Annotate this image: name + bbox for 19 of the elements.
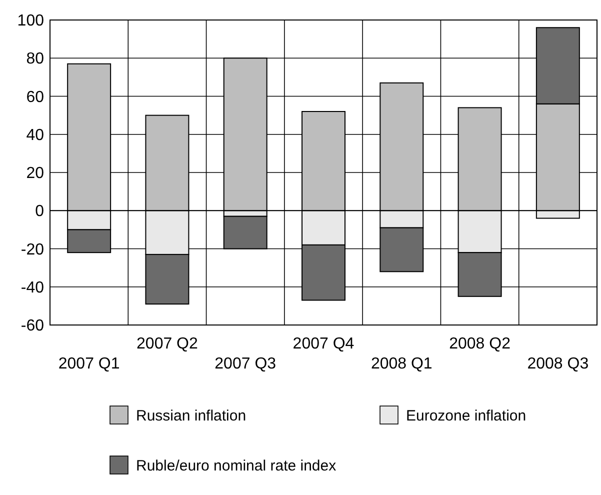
x-tick-label: 2007 Q4 xyxy=(292,336,354,353)
x-tick-label: 2007 Q1 xyxy=(58,356,120,373)
y-tick-label: 20 xyxy=(26,165,44,182)
x-tick-label: 2007 Q3 xyxy=(214,356,276,373)
y-tick-label: -20 xyxy=(20,241,44,258)
x-tick-label: 2008 Q3 xyxy=(527,356,589,373)
y-tick-label: -60 xyxy=(20,318,44,335)
y-tick-label: 60 xyxy=(26,88,44,106)
x-tick-label: 2008 Q2 xyxy=(449,336,511,353)
y-tick-label: -40 xyxy=(20,279,44,296)
legend-label: Russian inflation xyxy=(136,407,246,424)
y-tick-label: 80 xyxy=(26,50,44,68)
y-tick-label: 40 xyxy=(26,126,44,144)
y-tick-label: 0 xyxy=(35,203,44,220)
legend-label: Eurozone inflation xyxy=(406,407,526,424)
x-tick-label: 2007 Q2 xyxy=(136,336,198,353)
legend-label: Ruble/euro nominal rate index xyxy=(136,457,337,474)
x-tick-label: 2008 Q1 xyxy=(370,356,432,373)
y-tick-label: 100 xyxy=(17,12,44,30)
